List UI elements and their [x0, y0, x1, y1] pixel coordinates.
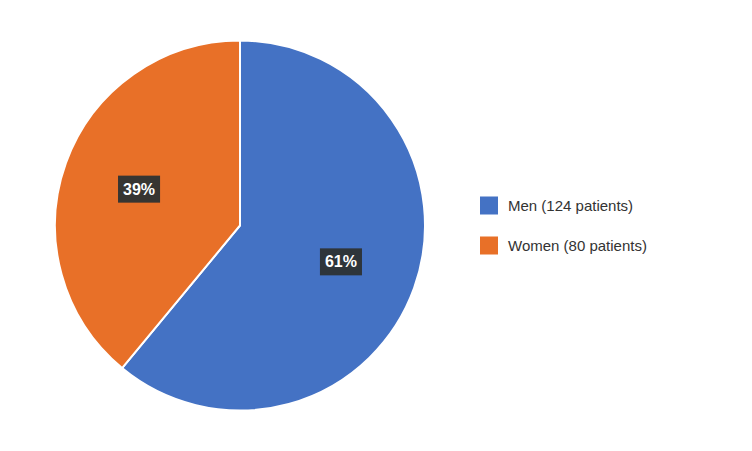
legend-label: Women (80 patients) [508, 237, 647, 254]
data-label: 61% [325, 253, 357, 270]
slices [55, 41, 425, 411]
legend-label: Men (124 patients) [508, 197, 633, 214]
legend: Men (124 patients) Women (80 patients) [480, 197, 647, 255]
pie-slice [55, 41, 240, 369]
data-label-box [320, 248, 362, 275]
chart: 61% 39% Men (124 patients) Women (80 patien… [0, 0, 752, 451]
data-label-group: 61% [320, 248, 362, 275]
legend-swatch [480, 237, 498, 255]
data-label-group: 39% [118, 176, 160, 203]
data-label: 39% [123, 181, 155, 198]
data-label-box [118, 176, 160, 203]
data-labels: 61% 39% [118, 176, 362, 276]
legend-swatch [480, 197, 498, 215]
